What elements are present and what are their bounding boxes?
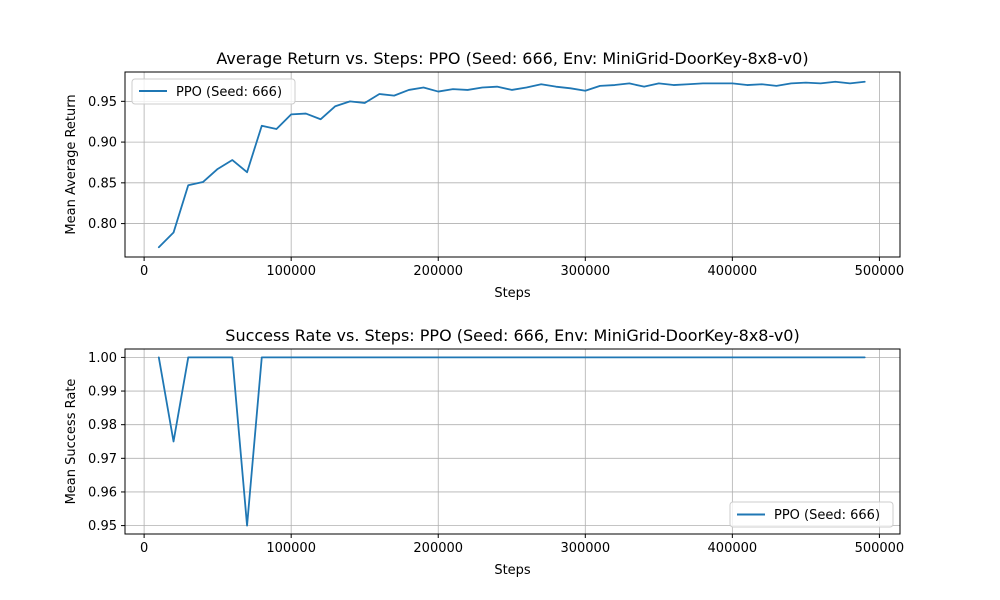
legend-entry-label: PPO (Seed: 666) [774,508,880,523]
x-tick-label: 500000 [855,541,905,556]
x-axis-label: Steps [494,563,531,578]
legend-box [729,501,894,528]
average-return-chart: Average Return vs. Steps: PPO (Seed: 666… [64,49,904,301]
series-line [157,356,866,527]
x-tick-label: 200000 [413,541,463,556]
plot-frame [124,348,901,535]
x-tick-label: 400000 [708,264,758,279]
x-tick-label: 200000 [413,264,463,279]
y-tick-label: 0.90 [88,136,117,151]
chart-title: Average Return vs. Steps: PPO (Seed: 666… [216,49,808,68]
y-tick-label: 0.96 [88,485,117,500]
legend-entry-label: PPO (Seed: 666) [176,85,282,100]
y-tick-label: 0.85 [88,176,117,191]
series [157,80,866,249]
x-ticks: 0 100000 200000 300000 400000 500000 [140,534,904,556]
x-tick-label: 0 [140,541,148,556]
y-tick-label: 0.99 [88,385,117,400]
legend: PPO (Seed: 666) [131,78,296,105]
x-tick-label: 100000 [266,541,316,556]
y-tick-label: 0.80 [88,217,117,232]
x-tick-label: 100000 [266,264,316,279]
y-tick-label: 1.00 [88,351,117,366]
chart-title: Success Rate vs. Steps: PPO (Seed: 666, … [225,326,799,345]
x-tick-label: 400000 [708,541,758,556]
legend-box [131,78,296,105]
y-axis-label: Mean Success Rate [64,379,79,505]
series [157,356,866,527]
y-tick-label: 0.95 [88,95,117,110]
x-tick-label: 300000 [560,264,610,279]
y-tick-label: 0.95 [88,519,117,534]
series-line [157,80,866,249]
y-tick-label: 0.98 [88,418,117,433]
x-tick-label: 300000 [560,541,610,556]
legend: PPO (Seed: 666) [729,501,894,528]
x-tick-label: 0 [140,264,148,279]
success-rate-chart: Success Rate vs. Steps: PPO (Seed: 666, … [64,326,904,578]
x-tick-label: 500000 [855,264,905,279]
y-ticks: 0.95 0.96 0.97 0.98 0.99 1.00 [88,351,125,534]
y-tick-label: 0.97 [88,452,117,467]
y-ticks: 0.80 0.85 0.90 0.95 [88,95,125,232]
x-ticks: 0 100000 200000 300000 400000 500000 [140,257,904,279]
plot-frame [124,71,901,258]
x-axis-label: Steps [494,286,531,301]
y-axis-label: Mean Average Return [64,94,79,234]
